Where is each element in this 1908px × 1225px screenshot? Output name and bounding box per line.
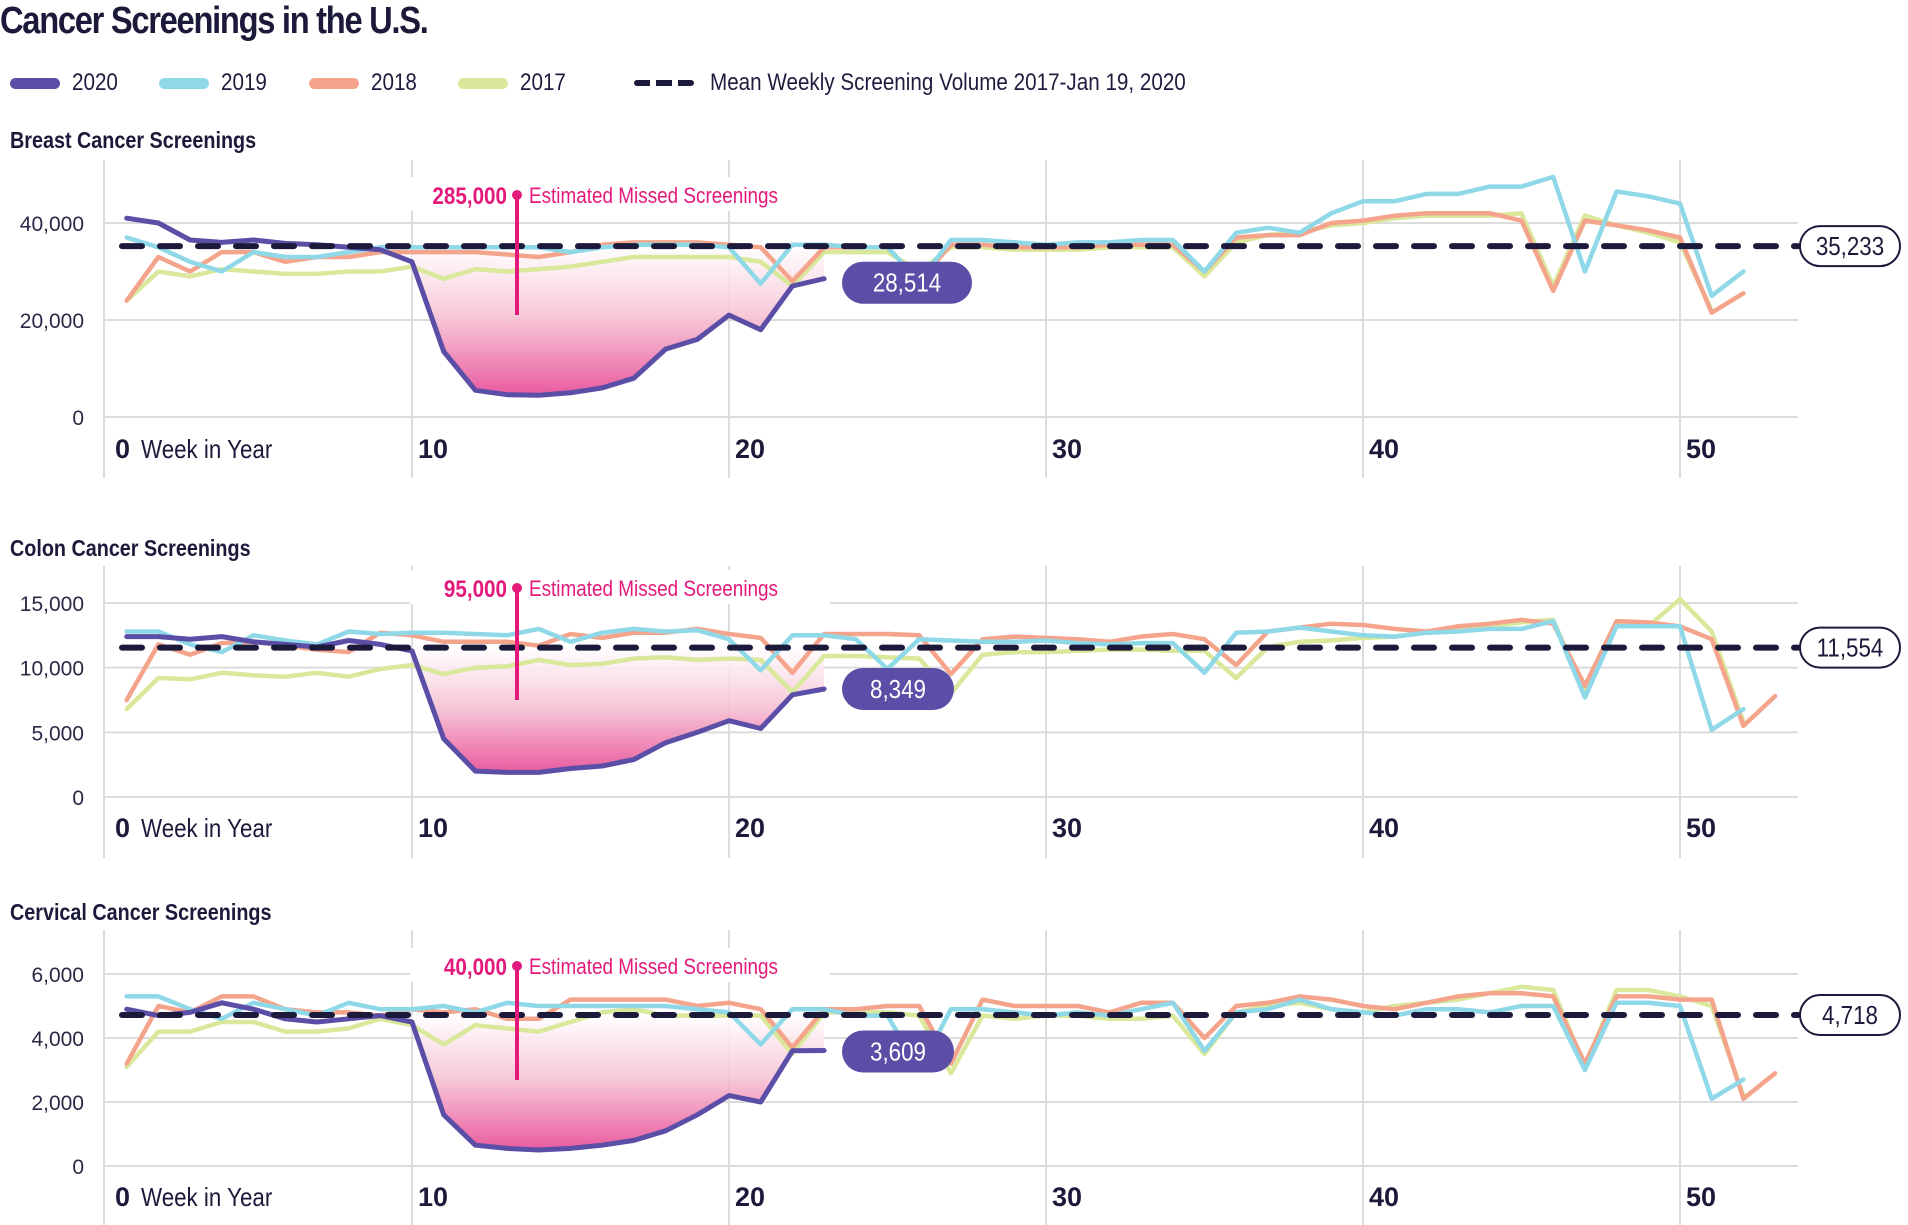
x-tick-label: 50 (1686, 434, 1716, 464)
y-tick-label: 0 (72, 1156, 84, 1179)
missed-screenings-value: 95,000 (444, 576, 507, 603)
x-tick-label: 10 (418, 813, 448, 843)
legend-item-2017: 2017 (458, 69, 573, 97)
mean-value-badge (1799, 626, 1901, 669)
mean-value-label: 35,233 (1816, 233, 1884, 262)
legend-item-2020: 2020 (10, 69, 125, 97)
annotation-dot (512, 190, 522, 200)
series-line-2020 (124, 634, 827, 775)
x-tick-label: 50 (1686, 1182, 1716, 1212)
y-tick-label: 0 (72, 407, 84, 430)
x-tick-label: 20 (735, 1182, 765, 1212)
last-value-label: 3,609 (870, 1038, 926, 1067)
mean-value-badge (1799, 225, 1901, 268)
missed-screenings-text: Estimated Missed Screenings (529, 577, 778, 602)
series-line-2020 (124, 215, 827, 398)
missed-screenings-text: Estimated Missed Screenings (529, 184, 778, 209)
legend-swatch-2017 (458, 77, 509, 89)
legend-item-2019: 2019 (159, 69, 274, 97)
panel-title: Breast Cancer Screenings (10, 128, 256, 154)
x-tick-label: 0 (115, 813, 130, 843)
x-tick-label: 50 (1686, 813, 1716, 843)
y-tick-label: 10,000 (20, 658, 84, 681)
missed-screenings-text: Estimated Missed Screenings (529, 955, 778, 980)
legend-swatch-2018 (308, 77, 359, 89)
legend-label-2018: 2018 (370, 69, 417, 96)
missed-screenings-value: 285,000 (432, 183, 507, 210)
chart-panel-1: Colon Cancer Screenings 0 5,000 10,000 15,00… (10, 536, 1901, 858)
panel-title: Colon Cancer Screenings (10, 536, 251, 562)
last-value-badge (842, 668, 954, 711)
y-tick-label: 4,000 (31, 1028, 84, 1051)
annotation-background (410, 948, 830, 982)
panel-title: Cervical Cancer Screenings (10, 900, 272, 926)
mean-value-badge (1799, 994, 1901, 1037)
x-tick-label: 30 (1052, 1182, 1082, 1212)
x-axis-label: Week in Year (141, 1183, 272, 1212)
last-value-badge (842, 1030, 954, 1073)
y-tick-label: 5,000 (31, 722, 84, 745)
y-tick-label: 2,000 (31, 1092, 84, 1115)
chart-panel-0: Breast Cancer Screenings 0 20,000 40,000 0 10… (10, 128, 1901, 478)
legend-dashed-line (633, 80, 694, 86)
missed-screenings-value: 40,000 (444, 954, 507, 981)
legend-swatch-2019 (159, 77, 210, 89)
legend-label-2019: 2019 (221, 69, 268, 96)
mean-value-label: 4,718 (1822, 1002, 1878, 1031)
x-tick-label: 40 (1369, 434, 1399, 464)
legend-item-mean: Mean Weekly Screening Volume 2017-Jan 19… (633, 69, 1263, 97)
last-value-badge (842, 261, 972, 304)
chart-title: Cancer Screenings in the U.S. (0, 0, 429, 42)
y-tick-label: 40,000 (20, 213, 84, 236)
x-tick-label: 20 (735, 813, 765, 843)
series-line-2020 (124, 1000, 827, 1153)
legend-label-2020: 2020 (72, 69, 118, 96)
y-tick-label: 6,000 (31, 964, 84, 987)
legend-label-mean: Mean Weekly Screening Volume 2017-Jan 19… (709, 69, 1186, 96)
y-tick-label: 0 (72, 787, 84, 810)
x-axis-label: Week in Year (141, 814, 272, 843)
annotation-background (410, 570, 830, 604)
series-line-2019 (124, 618, 1746, 732)
mean-value-label: 11,554 (1817, 634, 1884, 663)
y-tick-label: 20,000 (20, 310, 84, 333)
x-tick-label: 30 (1052, 434, 1082, 464)
x-tick-label: 20 (735, 434, 765, 464)
annotation-dot (512, 583, 522, 593)
legend-swatch-2020 (10, 77, 60, 89)
chart-panel-2: Cervical Cancer Screenings 0 2,000 4,000 6,0… (10, 900, 1901, 1225)
x-tick-label: 40 (1369, 813, 1399, 843)
legend-item-2018: 2018 (308, 69, 424, 97)
legend: 2020 2019 2018 2017 Mean Weekly Screenin… (10, 68, 1297, 98)
x-axis-label: Week in Year (141, 435, 272, 464)
x-tick-label: 0 (115, 1182, 130, 1212)
annotation-background (410, 177, 830, 211)
x-tick-label: 10 (418, 434, 448, 464)
missed-screenings-area (412, 1015, 825, 1150)
x-tick-label: 30 (1052, 813, 1082, 843)
y-tick-label: 15,000 (20, 593, 84, 616)
x-tick-label: 40 (1369, 1182, 1399, 1212)
last-value-label: 28,514 (873, 269, 941, 298)
x-tick-label: 10 (418, 1182, 448, 1212)
x-tick-label: 0 (115, 434, 130, 464)
annotation-dot (512, 961, 522, 971)
last-value-label: 8,349 (870, 676, 926, 705)
legend-label-2017: 2017 (520, 69, 567, 96)
